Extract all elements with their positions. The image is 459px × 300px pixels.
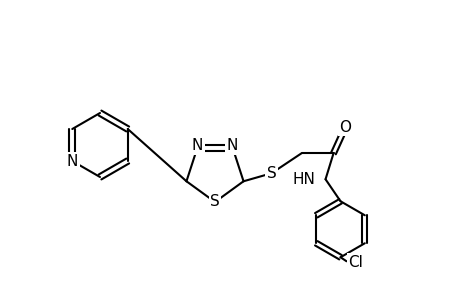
Text: N: N: [226, 138, 238, 153]
Text: HN: HN: [292, 172, 315, 187]
Text: Cl: Cl: [348, 255, 363, 270]
Text: N: N: [191, 138, 202, 153]
Text: O: O: [339, 120, 351, 135]
Text: S: S: [210, 194, 219, 209]
Text: S: S: [266, 166, 276, 181]
Text: N: N: [67, 154, 78, 169]
